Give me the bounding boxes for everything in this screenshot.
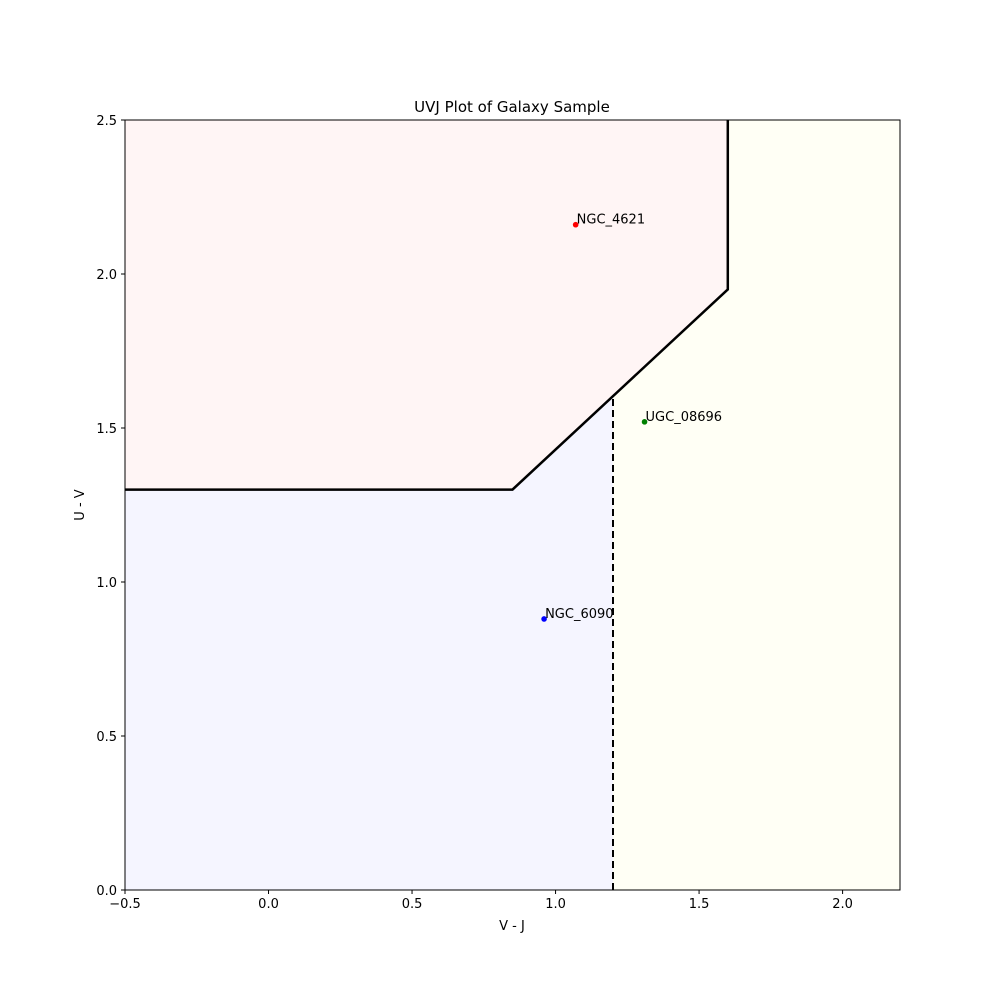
plot-frame: [124, 119, 901, 891]
x-tick-label: 1.5: [689, 897, 710, 912]
data-point: [541, 616, 547, 622]
region-quiescent: [125, 120, 728, 490]
x-tick-label: 2.0: [832, 897, 853, 912]
region-dusty: [613, 120, 900, 890]
y-tick-label: 1.0: [96, 576, 117, 591]
y-axis-label: U - V: [73, 489, 88, 520]
data-point: [572, 221, 579, 228]
chart-title: UVJ Plot of Galaxy Sample: [414, 98, 610, 116]
x-tick-label: 1.0: [545, 897, 566, 912]
data-point: [641, 419, 648, 425]
region-layer: [125, 120, 900, 890]
x-tick-label: 0.0: [258, 897, 279, 912]
data-points-layer: NGC_4621 UGC_08696 NGC_6090: [541, 213, 722, 622]
boundary-layer: [125, 120, 730, 890]
y-tick-label: 1.5: [96, 422, 117, 437]
point-label: UGC_08696: [646, 410, 723, 425]
region-star-forming: [125, 396, 613, 890]
quiescent-boundary-line: [125, 120, 730, 491]
x-tick-label: 0.5: [402, 897, 423, 912]
y-tick-label: 0.0: [96, 884, 117, 899]
point-label: NGC_6090: [545, 607, 613, 622]
y-tick-label: 2.5: [96, 114, 117, 129]
x-axis-ticks: −0.5 0.0 0.5 1.0 1.5 2.0: [109, 890, 853, 912]
x-tick-label: −0.5: [109, 897, 141, 912]
x-axis-label: V - J: [499, 919, 525, 934]
y-tick-label: 2.0: [96, 268, 117, 283]
y-tick-label: 0.5: [96, 730, 117, 745]
y-axis-ticks: 0.0 0.5 1.0 1.5 2.0 2.5: [96, 114, 125, 899]
point-label: NGC_4621: [577, 213, 645, 228]
